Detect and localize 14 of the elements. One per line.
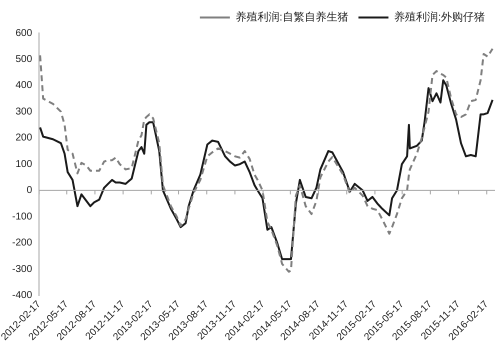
y-tick-label: 300 xyxy=(15,106,33,118)
legend-label: 养殖利润:自繁自养生猪 xyxy=(235,10,348,24)
y-tick-label: 500 xyxy=(15,54,33,65)
y-tick-label: 100 xyxy=(15,158,33,170)
y-tick-label: 600 xyxy=(15,28,33,39)
y-tick-label: -100 xyxy=(12,211,33,222)
y-tick-label: -300 xyxy=(12,264,33,275)
y-tick-label: -200 xyxy=(12,238,33,249)
y-tick-label: -400 xyxy=(12,290,33,302)
line-series xyxy=(39,48,494,273)
y-tick-label: 400 xyxy=(15,80,33,92)
legend-label: 养殖利润:外购仔猪 xyxy=(394,10,486,24)
y-tick-label: 200 xyxy=(15,132,33,144)
y-tick-label: 0 xyxy=(26,185,33,196)
